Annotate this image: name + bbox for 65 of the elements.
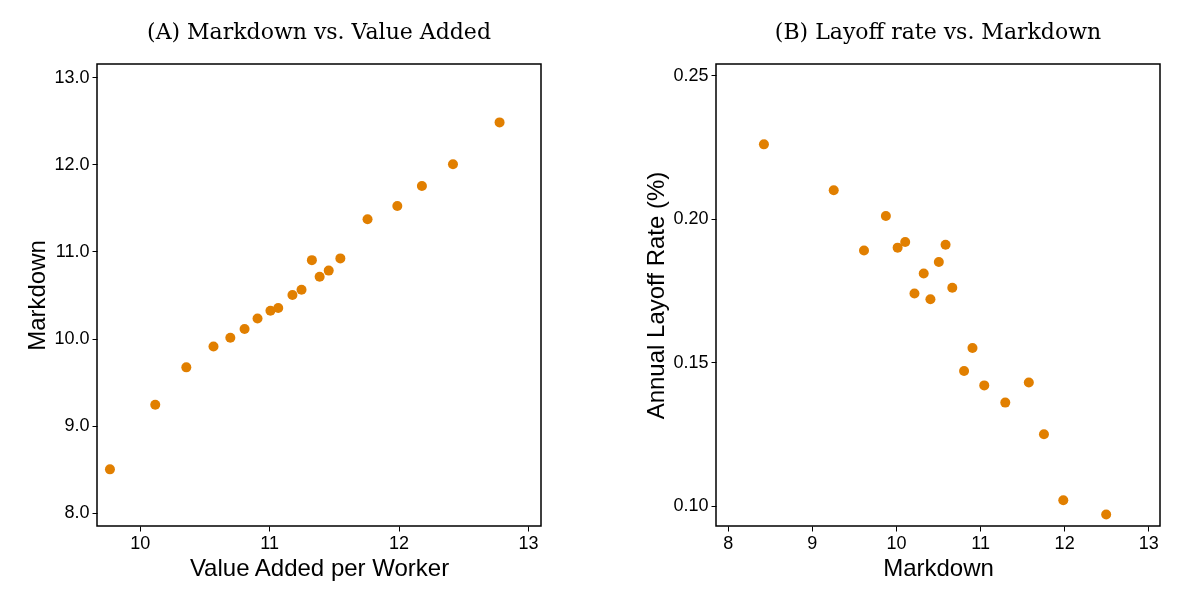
x-axis-title: Value Added per Worker bbox=[189, 553, 450, 581]
y-tick-label: 0.20 bbox=[673, 208, 709, 229]
x-tick-label: 12 bbox=[389, 532, 410, 553]
point bbox=[208, 341, 219, 352]
point bbox=[859, 245, 869, 256]
chart-title: (B) Layoff rate vs. Markdown bbox=[774, 19, 1102, 44]
point bbox=[494, 117, 505, 128]
point bbox=[150, 399, 161, 410]
x-tick-label: 11 bbox=[260, 532, 280, 553]
y-tick-label: 0.15 bbox=[673, 351, 709, 372]
point bbox=[1058, 495, 1069, 506]
point bbox=[323, 265, 334, 276]
point bbox=[1000, 397, 1011, 408]
point bbox=[947, 282, 958, 293]
chart-title: (A) Markdown vs. Value Added bbox=[147, 19, 491, 44]
point bbox=[959, 366, 970, 377]
point bbox=[979, 380, 990, 391]
point bbox=[447, 159, 458, 170]
point bbox=[416, 181, 427, 192]
point bbox=[880, 211, 891, 222]
point bbox=[1101, 509, 1112, 520]
point bbox=[314, 271, 325, 282]
point bbox=[104, 464, 115, 475]
point bbox=[828, 185, 839, 196]
y-tick-label: 0.25 bbox=[673, 64, 709, 85]
point bbox=[892, 242, 903, 253]
point bbox=[306, 255, 317, 266]
x-tick-label: 12 bbox=[1054, 532, 1075, 553]
point bbox=[1038, 429, 1049, 440]
y-tick-label: 13.0 bbox=[54, 66, 90, 87]
point bbox=[1023, 377, 1034, 388]
x-tick-label: 8 bbox=[723, 532, 734, 553]
point bbox=[392, 201, 403, 212]
y-tick-label: 9.0 bbox=[64, 415, 90, 436]
point bbox=[335, 253, 346, 264]
x-tick-label: 9 bbox=[807, 532, 818, 553]
point bbox=[273, 303, 284, 314]
point bbox=[225, 332, 236, 343]
point bbox=[918, 268, 929, 279]
y-axis-title: Annual Layoff Rate (%) bbox=[642, 171, 670, 420]
x-tick-label: 13 bbox=[518, 532, 539, 553]
point bbox=[287, 290, 298, 300]
point bbox=[758, 139, 769, 150]
y-axis-title: Markdown bbox=[23, 240, 51, 351]
y-tick-label: 10.0 bbox=[54, 328, 90, 349]
point bbox=[362, 214, 373, 225]
y-tick-label: 0.10 bbox=[673, 495, 709, 516]
point bbox=[181, 362, 192, 373]
point bbox=[909, 288, 920, 299]
y-tick-label: 11.0 bbox=[55, 240, 90, 261]
x-tick-label: 10 bbox=[130, 532, 151, 553]
point bbox=[239, 324, 250, 334]
y-tick-label: 12.0 bbox=[54, 153, 90, 174]
point bbox=[252, 313, 263, 324]
point bbox=[940, 239, 951, 250]
x-tick-label: 13 bbox=[1138, 532, 1159, 553]
x-tick-label: 10 bbox=[886, 532, 907, 553]
point bbox=[933, 257, 944, 267]
point bbox=[967, 343, 978, 354]
point bbox=[925, 294, 936, 305]
x-tick-label: 11 bbox=[971, 532, 990, 553]
y-tick-label: 8.0 bbox=[64, 502, 90, 523]
point bbox=[296, 284, 307, 295]
x-axis-title: Markdown bbox=[883, 553, 994, 581]
point bbox=[900, 236, 911, 247]
